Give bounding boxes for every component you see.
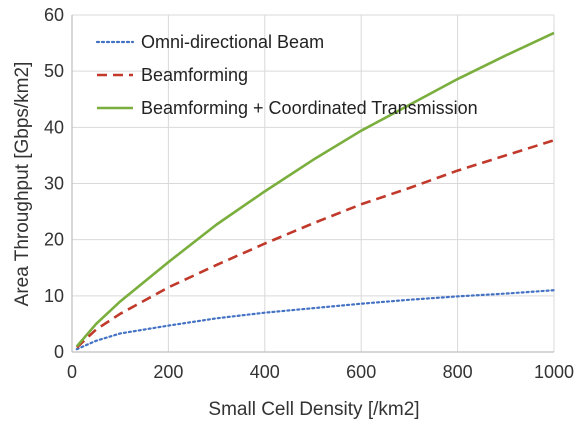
tick-labels: 0 200 400 600 800 1000 0 10 20 30 40 50 60 <box>44 5 574 382</box>
legend-label-2: Beamforming <box>141 65 248 85</box>
y-axis-title: Area Throughput [Gbps/km2] <box>12 62 33 307</box>
x-tick-label: 1000 <box>534 362 574 382</box>
series-lines <box>75 31 556 351</box>
x-tick-label: 0 <box>67 362 77 382</box>
y-tick-label: 50 <box>44 61 64 81</box>
y-tick-label: 20 <box>44 230 64 250</box>
grid <box>71 14 555 353</box>
legend: Omni-directional Beam Beamforming Beamform… <box>95 32 478 118</box>
y-tick-label: 10 <box>44 286 64 306</box>
x-tick-label: 600 <box>346 362 376 382</box>
x-tick-label: 200 <box>153 362 183 382</box>
x-tick-label: 800 <box>443 362 473 382</box>
series-line-2 <box>75 139 555 349</box>
legend-label-1: Omni-directional Beam <box>141 32 324 52</box>
series-line-1 <box>75 289 556 351</box>
y-tick-label: 40 <box>44 117 64 137</box>
series-line-3 <box>75 31 555 348</box>
y-tick-label: 30 <box>44 174 64 194</box>
y-tick-label: 0 <box>54 342 64 362</box>
x-axis-title: Small Cell Density [/km2] <box>208 399 419 420</box>
legend-label-3: Beamforming + Coordinated Transmission <box>141 98 478 118</box>
x-tick-label: 400 <box>250 362 280 382</box>
axes <box>71 15 554 353</box>
y-tick-label: 60 <box>44 5 64 25</box>
